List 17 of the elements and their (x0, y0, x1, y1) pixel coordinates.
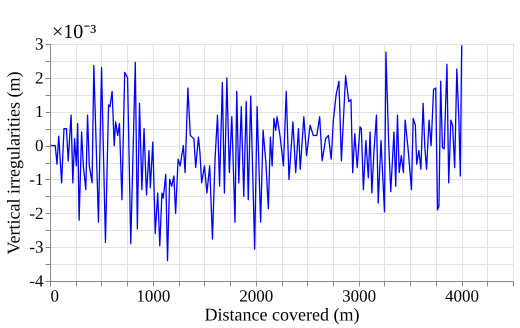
x-tick-label: 4000 (445, 286, 480, 306)
y-axis-title: Vertical irregularities (m) (3, 72, 24, 254)
y-tick-label: 0 (35, 136, 44, 156)
x-tick-label: 2000 (239, 286, 274, 306)
y-tick-label: 2 (35, 68, 44, 88)
x-axis-title: Distance covered (m) (204, 304, 360, 324)
y-tick-label: -4 (29, 272, 44, 290)
x-tick-label: 1000 (136, 286, 170, 306)
x-tick-label: 0 (50, 286, 59, 306)
y-tick-label: -2 (29, 204, 44, 223)
line-series (50, 44, 462, 262)
y-tick-label: -1 (29, 170, 44, 189)
y-tick-label: 1 (35, 102, 44, 122)
text: ×10⁻³ (52, 21, 96, 43)
y-tick-label: -3 (29, 238, 44, 257)
x-tick-label: 3000 (342, 286, 376, 306)
y-tick-label: 3 (35, 34, 44, 54)
